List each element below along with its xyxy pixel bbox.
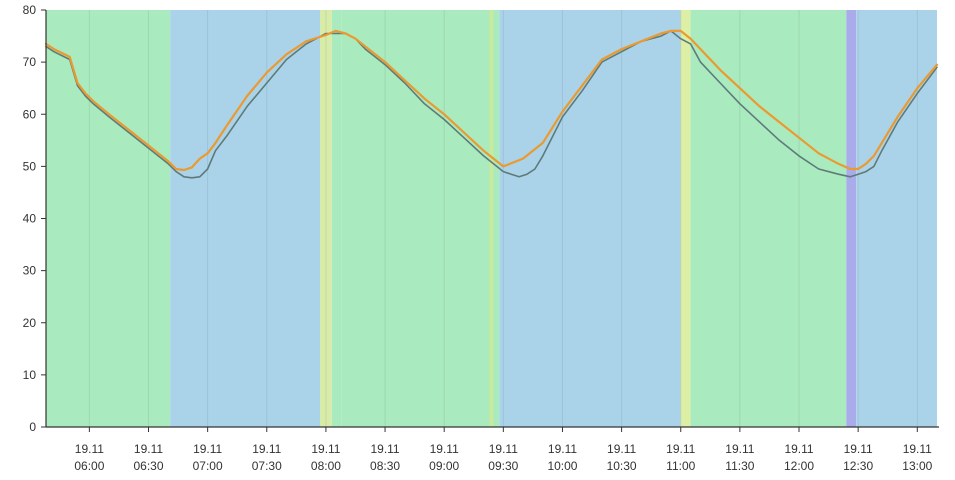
x-tick-date-12: 19.11 xyxy=(784,442,813,456)
y-tick-label-8: 80 xyxy=(23,3,37,17)
x-tick-time-4: 08:00 xyxy=(311,459,341,473)
state-band-8 xyxy=(680,10,691,427)
y-axis-ticks: 0 10 20 30 40 50 60 70 80 xyxy=(23,3,46,434)
x-tick-date-5: 19.11 xyxy=(370,442,399,456)
x-tick-time-14: 13:00 xyxy=(902,459,932,473)
series-line-0 xyxy=(45,30,938,179)
x-tick-time-10: 11:00 xyxy=(666,459,695,473)
x-tick-time-3: 07:30 xyxy=(252,459,282,473)
state-band-2 xyxy=(320,10,332,427)
state-band-1 xyxy=(170,10,321,427)
x-tick-time-8: 10:00 xyxy=(547,459,577,473)
x-tick-time-0: 06:00 xyxy=(74,459,104,473)
x-tick-time-13: 12:30 xyxy=(843,459,873,473)
x-tick-date-7: 19.11 xyxy=(489,442,518,456)
x-tick-date-1: 19.11 xyxy=(134,442,163,456)
x-tick-date-4: 19.11 xyxy=(311,442,340,456)
state-band-7 xyxy=(499,10,681,427)
x-tick-time-7: 09:30 xyxy=(488,459,518,473)
state-band-3 xyxy=(331,10,342,427)
x-tick-time-11: 11:30 xyxy=(725,459,754,473)
x-tick-date-11: 19.11 xyxy=(725,442,754,456)
x-tick-time-6: 09:00 xyxy=(429,459,459,473)
state-band-11 xyxy=(856,10,937,427)
y-tick-label-6: 60 xyxy=(23,107,37,121)
y-tick-label-3: 30 xyxy=(23,264,37,278)
x-tick-time-9: 10:30 xyxy=(607,459,637,473)
y-tick-label-2: 20 xyxy=(23,316,37,330)
x-tick-date-0: 19.11 xyxy=(75,442,104,456)
x-tick-time-12: 12:00 xyxy=(784,459,814,473)
x-tick-date-3: 19.11 xyxy=(252,442,281,456)
x-tick-date-13: 19.11 xyxy=(844,442,873,456)
x-tick-date-14: 19.11 xyxy=(903,442,932,456)
x-tick-time-2: 07:00 xyxy=(193,459,223,473)
y-tick-label-0: 0 xyxy=(29,420,36,434)
state-band-0 xyxy=(46,10,171,427)
x-tick-date-9: 19.11 xyxy=(607,442,636,456)
state-band-10 xyxy=(846,10,857,427)
series-lines xyxy=(44,29,939,179)
state-band-5 xyxy=(489,10,494,427)
y-tick-label-5: 50 xyxy=(23,159,37,173)
x-tick-date-10: 19.11 xyxy=(666,442,695,456)
series-line-1 xyxy=(44,29,939,172)
x-tick-date-2: 19.11 xyxy=(193,442,222,456)
x-tick-date-6: 19.11 xyxy=(430,442,459,456)
state-band-4 xyxy=(341,10,490,427)
y-tick-label-7: 70 xyxy=(23,55,37,69)
state-bands xyxy=(46,10,937,427)
x-tick-time-5: 08:30 xyxy=(370,459,400,473)
x-axis-ticks: 19.11 06:00 19.11 06:30 19.11 07:00 19.11 07:30… xyxy=(74,427,933,473)
x-tick-date-8: 19.11 xyxy=(548,442,577,456)
x-tick-time-1: 06:30 xyxy=(133,459,163,473)
state-band-9 xyxy=(690,10,847,427)
y-tick-label-1: 10 xyxy=(23,368,37,382)
vertical-gridlines xyxy=(88,10,918,427)
y-tick-label-4: 40 xyxy=(23,212,37,226)
state-band-6 xyxy=(493,10,500,427)
